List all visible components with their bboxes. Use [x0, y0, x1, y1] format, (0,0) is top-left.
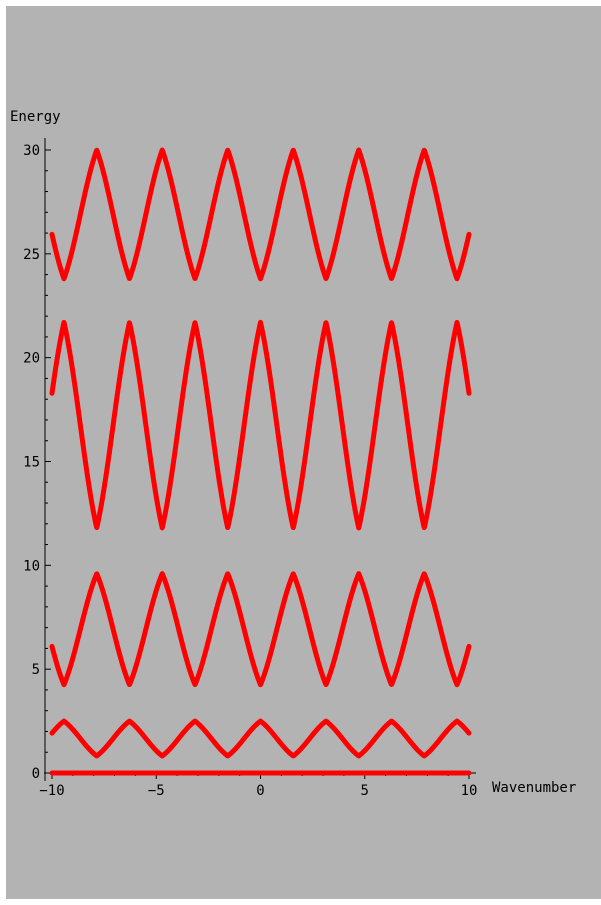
x-axis-label: Wavenumber [492, 780, 576, 796]
y-tick-label: 30 [23, 143, 40, 159]
x-tick-label: −10 [39, 783, 64, 799]
y-tick-label: 0 [32, 766, 40, 782]
y-tick-label: 10 [23, 558, 40, 574]
y-tick-label: 15 [23, 455, 40, 471]
axes: −10 −5 0 5 10 0 5 10 15 20 25 30 Wavenumber Energy [10, 109, 576, 799]
x-tick-label: −5 [148, 783, 165, 799]
y-axis-label: Energy [10, 109, 61, 125]
y-tick-label: 20 [23, 351, 40, 367]
y-tick-label: 5 [32, 662, 40, 678]
x-tick-label: 0 [256, 783, 264, 799]
energy-band-4 [49, 147, 472, 282]
x-tick-label: 10 [461, 783, 478, 799]
y-tick-label: 25 [23, 247, 40, 263]
energy-band-2 [49, 571, 472, 688]
energy-band-3 [49, 319, 472, 531]
energy-band-1 [49, 718, 472, 759]
x-tick-label: 5 [361, 783, 369, 799]
